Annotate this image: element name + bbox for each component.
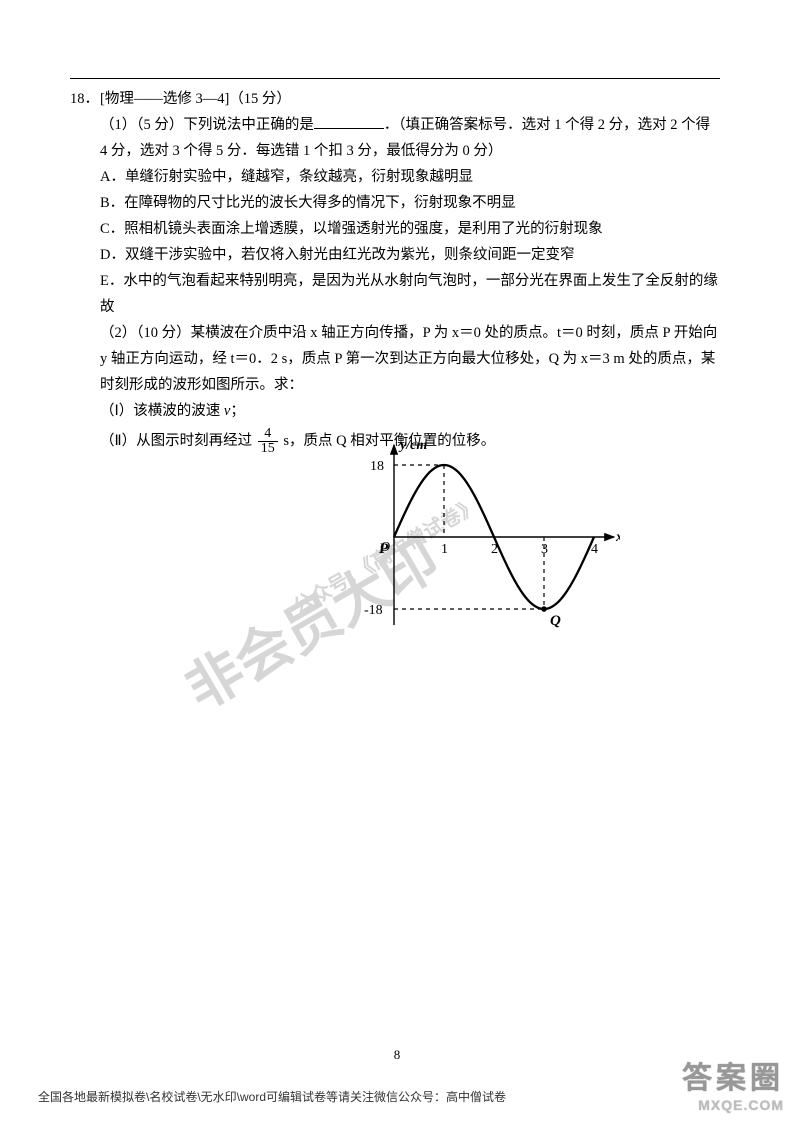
sub-ii-a: （Ⅱ）从图示时刻再经过	[100, 433, 252, 449]
watermark-small-prefix: 公众号：	[290, 560, 370, 619]
svg-text:P: P	[379, 541, 389, 557]
corner-badge-text: 答案圈	[682, 1053, 784, 1097]
svg-text:1: 1	[441, 542, 448, 557]
wave-chart: y/cmx/m123418-18OPQ	[360, 437, 620, 642]
option-a: A．单缝衍射实验中，缝越窄，条纹越亮，衍射现象越明显	[70, 164, 720, 190]
corner-badge: 答案圈 MXQE.COM	[682, 1053, 784, 1113]
sub-i-text: （Ⅰ）该横波的波速 v；	[100, 403, 245, 419]
option-b: B．在障碍物的尺寸比光的波长大得多的情况下，衍射现象不明显	[70, 190, 720, 216]
svg-text:Q: Q	[550, 613, 561, 629]
part2-intro: （2）（10 分）某横波在介质中沿 x 轴正方向传播，P 为 x＝0 处的质点。…	[70, 320, 720, 398]
part1-intro-a: （1）（5 分）下列说法中正确的是	[100, 117, 314, 133]
svg-text:x/m: x/m	[615, 530, 620, 545]
corner-badge-url: MXQE.COM	[682, 1097, 784, 1113]
fraction: 4 15	[258, 427, 278, 456]
answer-blank[interactable]	[314, 114, 384, 129]
page-number: 8	[0, 1047, 794, 1063]
sub-question-i: （Ⅰ）该横波的波速 v；	[70, 398, 720, 424]
option-c: C．照相机镜头表面涂上增透膜，以增强透射光的强度，是利用了光的衍射现象	[70, 216, 720, 242]
wave-svg: y/cmx/m123418-18OPQ	[360, 437, 620, 637]
fraction-den: 15	[258, 442, 278, 456]
footer-text: 全国各地最新模拟卷\名校试卷\无水印\word可编辑试卷等请关注微信公众号：高中…	[38, 1088, 506, 1105]
question-header-row: 18．[物理——选修 3—4]（15 分）	[70, 86, 720, 112]
svg-text:y/cm: y/cm	[398, 438, 427, 453]
fraction-num: 4	[258, 427, 278, 442]
option-d: D．双缝干涉实验中，若仅将入射光由红光改为紫光，则条纹间距一定变窄	[70, 242, 720, 268]
content-block: 18．[物理——选修 3—4]（15 分） （1）（5 分）下列说法中正确的是．…	[70, 86, 720, 458]
part1-intro: （1）（5 分）下列说法中正确的是．（填正确答案标号．选对 1 个得 2 分，选…	[70, 112, 720, 164]
question-number: 18．	[70, 86, 100, 112]
top-rule	[70, 78, 720, 79]
question-header: [物理——选修 3—4]（15 分）	[100, 91, 291, 107]
svg-text:18: 18	[370, 459, 384, 474]
option-e: E．水中的气泡看起来特别明亮，是因为光从水射向气泡时，一部分光在界面上发生了全反…	[70, 268, 720, 320]
svg-text:-18: -18	[364, 603, 383, 618]
page: 公众号：《高中僧试卷》 非会员大印 18．[物理——选修 3—4]（15 分） …	[0, 0, 794, 1123]
